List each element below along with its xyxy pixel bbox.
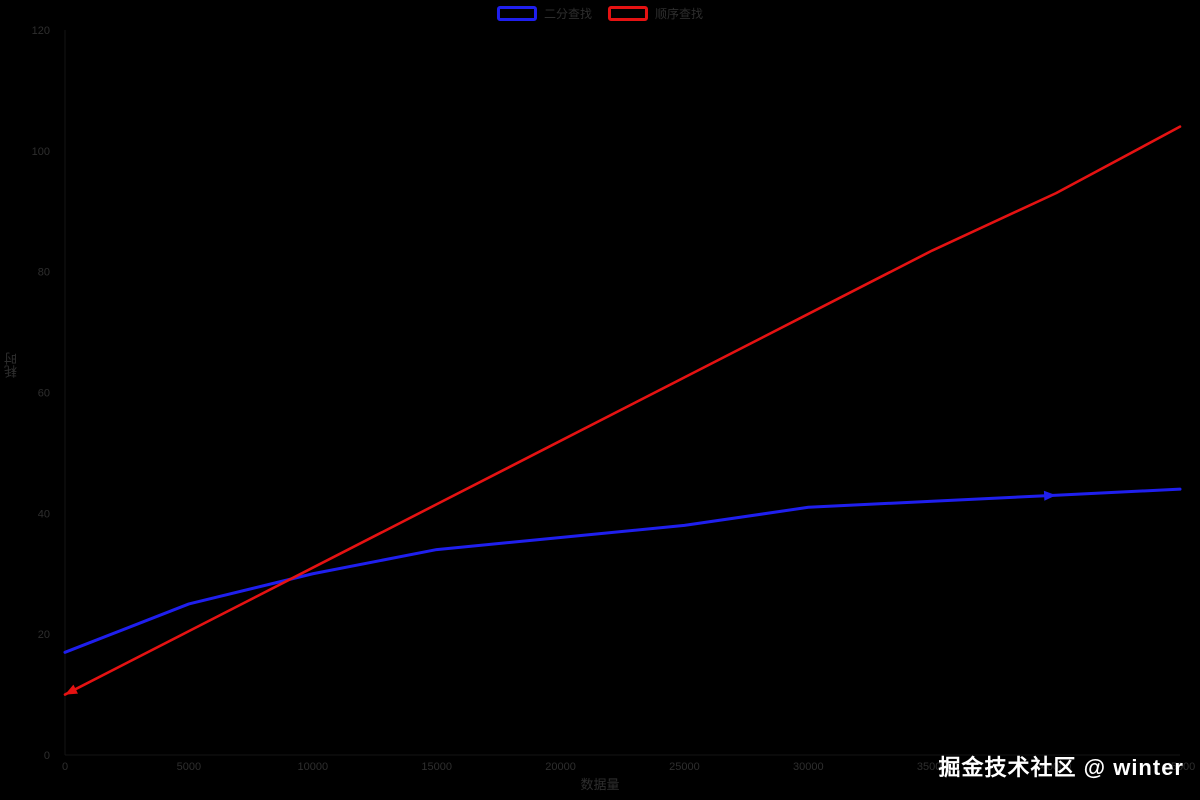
line-arrowheads bbox=[65, 490, 1057, 695]
svg-text:80: 80 bbox=[38, 267, 50, 279]
legend-item-red: 顺序查找 bbox=[608, 6, 703, 21]
svg-text:20000: 20000 bbox=[545, 761, 576, 773]
svg-text:60: 60 bbox=[38, 388, 50, 400]
svg-text:5000: 5000 bbox=[177, 761, 201, 773]
series-line-sequential-search bbox=[63, 125, 1182, 696]
svg-text:30000: 30000 bbox=[793, 761, 824, 773]
svg-text:20: 20 bbox=[38, 629, 50, 641]
svg-text:100: 100 bbox=[32, 146, 50, 158]
legend-label-red: 顺序查找 bbox=[655, 6, 704, 21]
svg-text:0: 0 bbox=[44, 750, 50, 762]
legend-swatch-blue bbox=[496, 6, 537, 21]
svg-text:10000: 10000 bbox=[297, 761, 328, 773]
x-axis-title: 数据量 bbox=[580, 777, 620, 792]
svg-text:25000: 25000 bbox=[669, 761, 700, 773]
legend-item-blue: 二分查找 bbox=[496, 6, 592, 21]
svg-text:0: 0 bbox=[62, 761, 68, 773]
legend-swatch-red bbox=[608, 6, 648, 21]
watermark-text: 掘金技术社区 @ winter bbox=[938, 755, 1184, 780]
svg-text:40000: 40000 bbox=[1041, 761, 1072, 773]
svg-text:45000: 45000 bbox=[1165, 761, 1196, 773]
y-tick-labels: 0 20 40 60 80 100 120 bbox=[32, 25, 50, 762]
legend: 二分查找 顺序查找 bbox=[496, 6, 703, 21]
svg-text:120: 120 bbox=[32, 25, 50, 37]
x-tick-labels: 0 5000 10000 15000 20000 25000 30000 35000 40000… bbox=[62, 761, 1195, 773]
series-line-binary-search bbox=[63, 487, 1182, 654]
svg-text:40: 40 bbox=[38, 508, 50, 520]
y-axis-title: 耗时 bbox=[4, 352, 19, 378]
svg-text:15000: 15000 bbox=[421, 761, 452, 773]
svg-text:35000: 35000 bbox=[917, 761, 948, 773]
legend-label-blue: 二分查找 bbox=[543, 6, 592, 21]
